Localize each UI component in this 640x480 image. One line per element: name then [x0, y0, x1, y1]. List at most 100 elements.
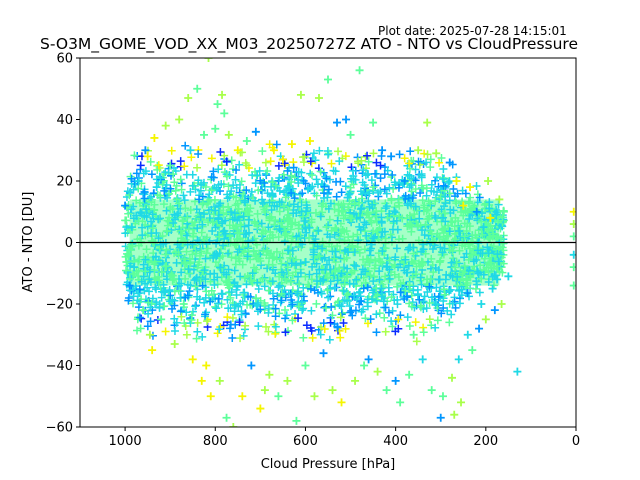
- density-marker: [367, 295, 376, 304]
- density-marker: [425, 315, 434, 324]
- density-marker: [281, 314, 290, 323]
- density-marker: [302, 201, 311, 210]
- density-marker: [375, 267, 384, 276]
- density-marker: [325, 215, 334, 224]
- data-point: [427, 386, 436, 395]
- density-marker: [334, 297, 343, 306]
- density-marker: [287, 189, 296, 198]
- density-marker: [398, 234, 407, 243]
- density-marker: [441, 199, 450, 208]
- density-marker: [469, 206, 478, 215]
- x-tick-label: 1000: [109, 434, 142, 449]
- density-marker: [425, 282, 434, 291]
- density-marker: [333, 216, 342, 225]
- density-marker: [482, 263, 491, 272]
- density-marker: [403, 292, 412, 301]
- density-marker: [385, 256, 394, 265]
- density-marker: [363, 208, 372, 217]
- density-marker: [337, 302, 346, 311]
- density-marker: [365, 246, 374, 255]
- density-marker: [327, 302, 336, 311]
- density-marker: [415, 295, 424, 304]
- density-marker: [339, 319, 348, 328]
- density-marker: [343, 264, 352, 273]
- density-marker: [275, 186, 284, 195]
- density-marker: [497, 234, 506, 243]
- density-marker: [212, 252, 221, 261]
- density-marker: [268, 289, 277, 298]
- density-marker: [381, 303, 390, 312]
- density-marker: [154, 234, 163, 243]
- density-marker: [458, 269, 467, 278]
- density-marker: [271, 312, 280, 321]
- density-marker: [367, 176, 376, 185]
- density-marker: [379, 297, 388, 306]
- density-marker: [228, 298, 237, 307]
- density-marker: [182, 308, 191, 317]
- density-marker: [147, 217, 156, 226]
- density-marker: [236, 220, 245, 229]
- density-marker: [281, 193, 290, 202]
- density-marker: [177, 268, 186, 277]
- y-axis-ticks: −60 −40 −20 0 20 40 60: [46, 52, 80, 436]
- density-marker: [268, 178, 277, 187]
- data-point: [346, 130, 355, 139]
- density-marker: [426, 199, 435, 208]
- data-point: [256, 404, 265, 413]
- density-marker: [345, 243, 354, 252]
- density-marker: [218, 290, 227, 299]
- density-marker: [148, 237, 157, 246]
- density-marker: [260, 299, 269, 308]
- density-marker: [244, 247, 253, 256]
- density-marker: [253, 209, 262, 218]
- density-marker: [133, 296, 142, 305]
- data-point: [218, 90, 227, 99]
- density-marker: [406, 243, 415, 252]
- density-marker: [433, 229, 442, 238]
- density-marker: [480, 221, 489, 230]
- density-marker: [292, 261, 301, 270]
- density-marker: [498, 213, 507, 222]
- density-marker: [390, 261, 399, 270]
- density-marker: [237, 310, 246, 319]
- density-marker: [222, 157, 231, 166]
- density-marker: [383, 263, 392, 272]
- density-marker: [271, 322, 280, 331]
- density-marker: [277, 198, 286, 207]
- density-marker: [457, 208, 466, 217]
- density-marker: [129, 202, 138, 211]
- density-marker: [386, 230, 395, 239]
- density-marker: [339, 199, 348, 208]
- data-point: [436, 413, 445, 422]
- density-marker: [493, 250, 502, 259]
- data-point: [351, 376, 360, 385]
- data-point: [145, 330, 154, 339]
- density-marker: [356, 287, 365, 296]
- data-point: [296, 90, 305, 99]
- density-marker: [363, 283, 372, 292]
- density-marker: [331, 266, 340, 275]
- density-marker: [375, 275, 384, 284]
- density-marker: [177, 226, 186, 235]
- density-marker: [323, 193, 332, 202]
- density-marker: [163, 275, 172, 284]
- density-marker: [162, 181, 171, 190]
- data-point: [569, 232, 576, 241]
- density-marker: [230, 266, 239, 275]
- density-marker: [438, 248, 447, 257]
- density-marker: [356, 213, 365, 222]
- density-marker: [153, 161, 162, 170]
- density-marker: [235, 188, 244, 197]
- density-marker: [292, 208, 301, 217]
- density-marker: [213, 273, 222, 282]
- density-marker: [250, 234, 259, 243]
- density-marker: [428, 293, 437, 302]
- density-marker: [460, 242, 469, 251]
- density-marker: [406, 147, 415, 156]
- density-marker: [175, 225, 184, 234]
- density-marker: [219, 268, 228, 277]
- density-marker: [160, 302, 169, 311]
- density-marker: [474, 269, 483, 278]
- density-marker: [184, 265, 193, 274]
- density-marker: [345, 189, 354, 198]
